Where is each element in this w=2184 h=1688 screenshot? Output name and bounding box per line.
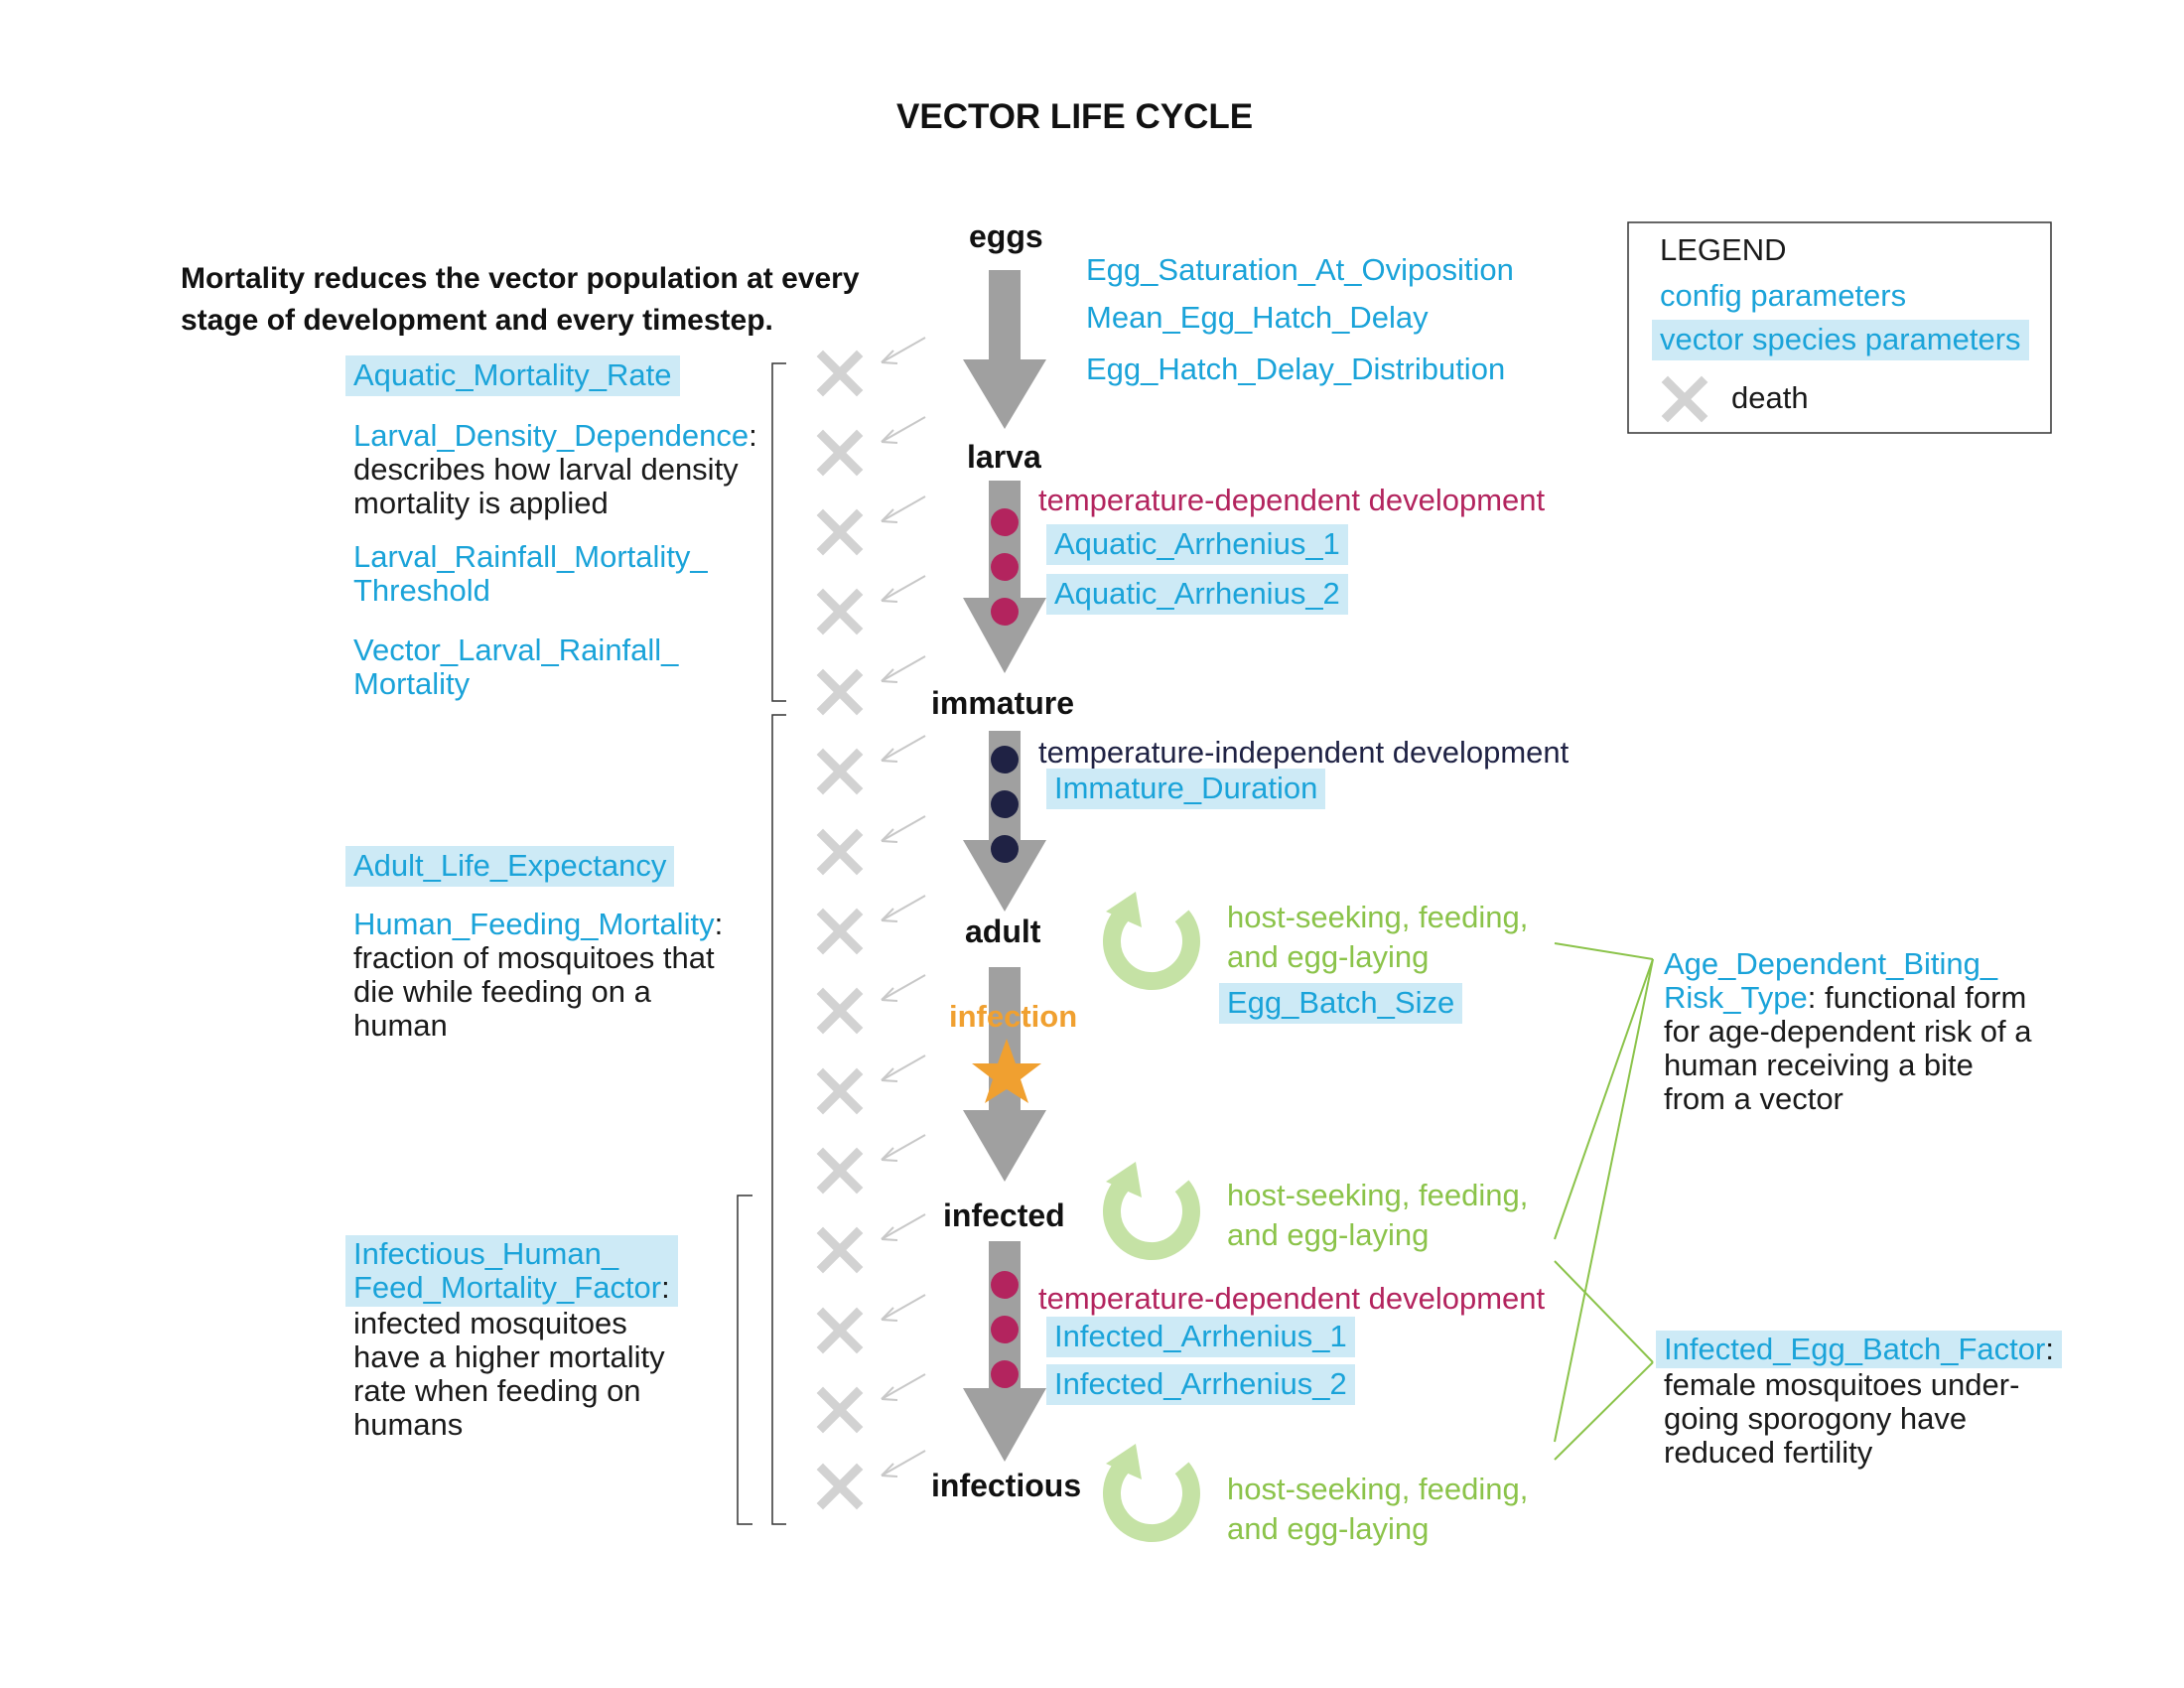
immature-dev-label: temperature-independent development (1038, 735, 1570, 770)
immature-duration-param: Immature_Duration (1046, 769, 1326, 809)
human-feeding-desc-2: die while feeding on a (353, 974, 651, 1009)
vector-larval-rainfall-block: Vector_Larval_Rainfall_ Mortality (353, 633, 678, 701)
infectious-desc-1: infected mosquitoes (353, 1306, 627, 1340)
egg-saturation-param: Egg_Saturation_At_Oviposition (1086, 252, 1514, 287)
egg-batch-factor-desc-1: female mosquitoes under- (1664, 1367, 2020, 1402)
stage-infected: infected (943, 1197, 1065, 1233)
infectious-cycle-icon (1106, 1444, 1191, 1533)
biting-risk-param-2: Risk_Type (1664, 980, 1808, 1015)
aquatic-mortality-rate-param: Aquatic_Mortality_Rate (345, 355, 680, 396)
larval-density-desc-1: describes how larval density (353, 452, 739, 487)
stage-immature: immature (931, 685, 1075, 721)
death-marks (823, 337, 926, 1503)
infectious-feed-mortality-param-1: Infectious_Human_ (353, 1236, 619, 1271)
egg-batch-factor-desc-3: reduced fertility (1664, 1435, 1873, 1470)
infected-arrhenius-2-param: Infected_Arrhenius_2 (1046, 1364, 1355, 1405)
stage-larva: larva (967, 439, 1041, 475)
larval-rainfall-threshold-block: Larval_Rainfall_Mortality_ Threshold (353, 540, 708, 608)
infectious-feed-mortality-param-2: Feed_Mortality_Factor (353, 1270, 662, 1305)
adult-feeding-line-2: and egg-laying (1227, 939, 1430, 974)
legend-config-item: config parameters (1660, 278, 1907, 313)
human-feeding-desc-1: fraction of mosquitoes that (353, 940, 715, 975)
infectious-desc-2: have a higher mortality (353, 1339, 665, 1374)
legend-heading: LEGEND (1660, 232, 1787, 267)
larva-dev-label: temperature-dependent development (1038, 483, 1546, 517)
larval-rainfall-threshold-param-2: Threshold (353, 573, 490, 608)
infectious-feeding-line-2: and egg-laying (1227, 1511, 1430, 1546)
infectious-feed-mortality-block: Infectious_Human_ Feed_Mortality_Factor: … (345, 1235, 678, 1442)
infectious-desc-4: humans (353, 1407, 464, 1442)
mortality-brackets (737, 362, 786, 1525)
legend-box (1627, 221, 2052, 434)
legend-death-icon (1668, 382, 1702, 416)
mean-egg-hatch-delay-param: Mean_Egg_Hatch_Delay (1086, 300, 1429, 335)
adult-cycle-icon (1106, 892, 1191, 981)
human-feeding-mortality-param: Human_Feeding_Mortality (353, 907, 715, 941)
egg-batch-size-param: Egg_Batch_Size (1219, 983, 1463, 1024)
infected-cycle-icon (1106, 1162, 1191, 1251)
aquatic-arrhenius-2-param: Aquatic_Arrhenius_2 (1046, 574, 1348, 615)
page-title: VECTOR LIFE CYCLE (896, 97, 1254, 136)
infection-star-icon (972, 1039, 1041, 1103)
human-feeding-desc-3: human (353, 1008, 448, 1043)
infected-arrhenius-1-param: Infected_Arrhenius_1 (1046, 1317, 1355, 1357)
vector-larval-rainfall-param-2: Mortality (353, 666, 471, 701)
connector-lines (1554, 942, 1654, 1461)
vector-larval-rainfall-param-1: Vector_Larval_Rainfall_ (353, 633, 679, 667)
stage-arrows (963, 270, 1046, 1462)
stage-adult: adult (965, 914, 1041, 949)
egg-batch-factor-param: Infected_Egg_Batch_Factor (1664, 1332, 2046, 1366)
larval-density-dependence-param: Larval_Density_Dependence (353, 418, 750, 453)
larva-dev-dots (991, 508, 1019, 626)
adult-feeding-line-1: host-seeking, feeding, (1227, 900, 1529, 934)
legend-vector-species-item: vector species parameters (1652, 320, 2029, 360)
human-feeding-mortality-block: Human_Feeding_Mortality: fraction of mos… (353, 907, 724, 1043)
larval-rainfall-threshold-param-1: Larval_Rainfall_Mortality_ (353, 539, 708, 574)
infected-dev-label: temperature-dependent development (1038, 1281, 1546, 1316)
egg-batch-factor-desc-2: going sporogony have (1664, 1401, 1968, 1436)
infected-feeding-line-1: host-seeking, feeding, (1227, 1178, 1529, 1212)
infectious-feeding-line-1: host-seeking, feeding, (1227, 1472, 1529, 1506)
immature-dev-dots (991, 746, 1019, 863)
biting-risk-desc-2: for age-dependent risk of a (1664, 1014, 2032, 1049)
biting-risk-param-1: Age_Dependent_Biting_ (1664, 946, 1998, 981)
legend-death-label: death (1731, 380, 1809, 415)
stage-eggs: eggs (969, 218, 1043, 254)
larval-density-dependence-block: Larval_Density_Dependence: describes how… (353, 418, 757, 520)
biting-risk-desc-4: from a vector (1664, 1081, 1843, 1116)
biting-risk-desc-3: human receiving a bite (1664, 1048, 1974, 1082)
stage-infectious: infectious (931, 1468, 1082, 1503)
infectious-desc-3: rate when feeding on (353, 1373, 641, 1408)
aquatic-arrhenius-1-param: Aquatic_Arrhenius_1 (1046, 524, 1348, 565)
egg-hatch-delay-distribution-param: Egg_Hatch_Delay_Distribution (1086, 352, 1506, 386)
infected-dev-dots (991, 1271, 1019, 1388)
larval-density-desc-2: mortality is applied (353, 486, 609, 520)
biting-risk-block: Age_Dependent_Biting_ Risk_Type: functio… (1664, 946, 2032, 1116)
infection-label: infection (949, 999, 1078, 1034)
adult-life-expectancy-param: Adult_Life_Expectancy (345, 846, 675, 887)
intro-line-2: stage of development and every timestep. (181, 304, 773, 337)
intro-line-1: Mortality reduces the vector population … (181, 262, 860, 295)
biting-risk-desc-1: functional form (1824, 980, 2027, 1015)
infected-feeding-line-2: and egg-laying (1227, 1217, 1430, 1252)
egg-batch-factor-block: Infected_Egg_Batch_Factor: female mosqui… (1656, 1331, 2062, 1470)
